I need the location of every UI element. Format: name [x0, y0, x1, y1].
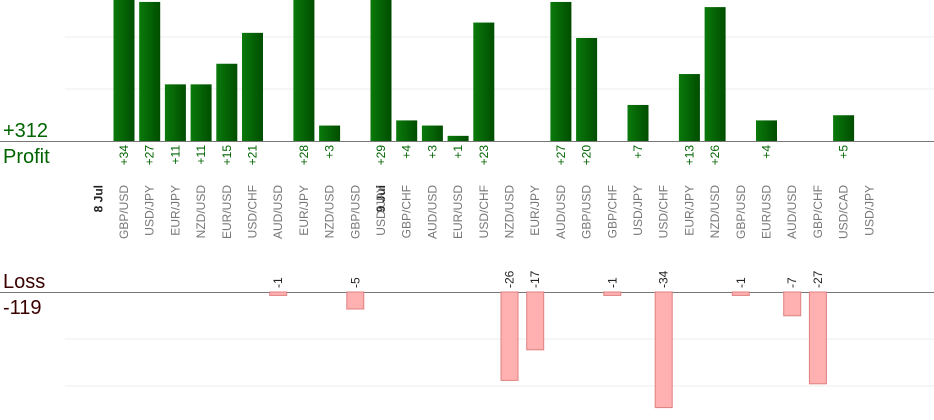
category-label: EUR/USD [220, 185, 234, 239]
category-label: EUR/USD [451, 185, 465, 239]
category-label: NZD/USD [323, 185, 337, 239]
category-label: EUR/JPY [297, 185, 311, 236]
profit-bar [678, 74, 700, 141]
profit-bar [704, 7, 726, 141]
profit-bar [396, 120, 418, 141]
category-label: GBP/CHF [811, 185, 825, 238]
loss-value-label: -17 [528, 270, 542, 288]
profit-value-label: +4 [760, 145, 774, 159]
loss-value-label: -1 [605, 277, 619, 288]
profit-value-label: +21 [246, 145, 260, 166]
loss-label: Loss [3, 271, 45, 293]
profit-bar [421, 125, 443, 141]
profit-bar [370, 0, 392, 142]
profit-bar [164, 84, 186, 141]
date-label: 9 Jul [374, 185, 388, 212]
loss-value-label: -1 [271, 277, 285, 288]
profit-bar [473, 22, 495, 141]
category-label: NZD/USD [194, 185, 208, 239]
profit-value-label: +34 [117, 145, 131, 166]
loss-bar [808, 291, 827, 385]
profit-bar [756, 120, 777, 141]
profit-value-label: +15 [220, 145, 234, 166]
category-label: GBP/USD [117, 185, 131, 239]
profit-bar [319, 125, 341, 141]
profit-bar [113, 0, 135, 142]
category-label: AUD/USD [271, 185, 285, 239]
loss-bar [526, 291, 545, 351]
category-label: USD/CHF [477, 185, 491, 238]
loss-bar [269, 291, 288, 296]
loss-bar [783, 291, 802, 317]
profit-value-label: +23 [477, 145, 491, 166]
loss-bar [603, 291, 622, 296]
category-label: GBP/USD [734, 185, 748, 239]
profit-bar [576, 38, 598, 141]
profit-value-label: +11 [168, 145, 182, 165]
category-label: AUD/USD [785, 185, 799, 239]
loss-bar [731, 291, 750, 296]
category-label: GBP/USD [348, 185, 362, 239]
profit-bar [190, 84, 212, 141]
profit-value-label: +11 [194, 145, 208, 165]
profit-value-label: +26 [708, 145, 722, 166]
category-label: NZD/USD [503, 185, 517, 239]
category-label: GBP/CHF [400, 185, 414, 238]
category-label: USD/JPY [374, 185, 388, 236]
category-label: EUR/JPY [168, 185, 182, 236]
loss-bar [500, 291, 519, 381]
profit-total: +312 [3, 120, 48, 142]
profit-value-label: +28 [297, 145, 311, 166]
loss-value-label: -34 [657, 270, 671, 288]
profit-bar [833, 115, 855, 141]
profit-bar [447, 135, 469, 141]
profit-value-label: +1 [451, 145, 465, 159]
loss-total: -119 [3, 297, 42, 319]
date-label: 8 Jul [91, 185, 105, 212]
category-label: GBP/CHF [605, 185, 619, 238]
profit-value-label: +13 [682, 145, 696, 166]
category-label: USD/CAD [837, 185, 851, 239]
profit-value-label: +20 [580, 145, 594, 166]
category-label: USD/JPY [862, 185, 876, 236]
profit-value-label: +7 [631, 145, 645, 159]
category-label: USD/CHF [657, 185, 671, 238]
category-label: USD/JPY [143, 185, 157, 236]
loss-value-label: -26 [503, 270, 517, 288]
loss-value-label: -7 [785, 277, 799, 288]
profit-value-label: +3 [425, 145, 439, 159]
profit-value-label: +4 [400, 145, 414, 159]
loss-bar [654, 291, 673, 409]
category-label: EUR/USD [760, 185, 774, 239]
category-label: GBP/USD [580, 185, 594, 239]
profit-value-label: +3 [323, 145, 337, 159]
profit-value-label: +27 [554, 145, 568, 166]
profit-bar [139, 1, 161, 142]
category-label: USD/CHF [246, 185, 260, 238]
category-label: AUD/USD [425, 185, 439, 239]
category-label: AUD/USD [554, 185, 568, 239]
loss-bar [346, 291, 365, 310]
loss-value-label: -1 [734, 277, 748, 288]
profit-bar [627, 104, 649, 141]
category-label: NZD/USD [708, 185, 722, 239]
category-label: EUR/JPY [682, 185, 696, 236]
profit-label: Profit [3, 146, 50, 168]
profit-bar [242, 32, 263, 141]
profit-bar [216, 63, 238, 141]
loss-value-label: -27 [811, 270, 825, 288]
profit-bar [293, 0, 315, 141]
profit-value-label: +5 [837, 145, 851, 159]
profit-value-label: +29 [374, 145, 388, 166]
loss-value-label: -5 [348, 277, 362, 288]
category-label: USD/JPY [631, 185, 645, 236]
profit-bar [550, 1, 572, 142]
profit-value-label: +27 [143, 145, 157, 166]
category-label: EUR/JPY [528, 185, 542, 236]
